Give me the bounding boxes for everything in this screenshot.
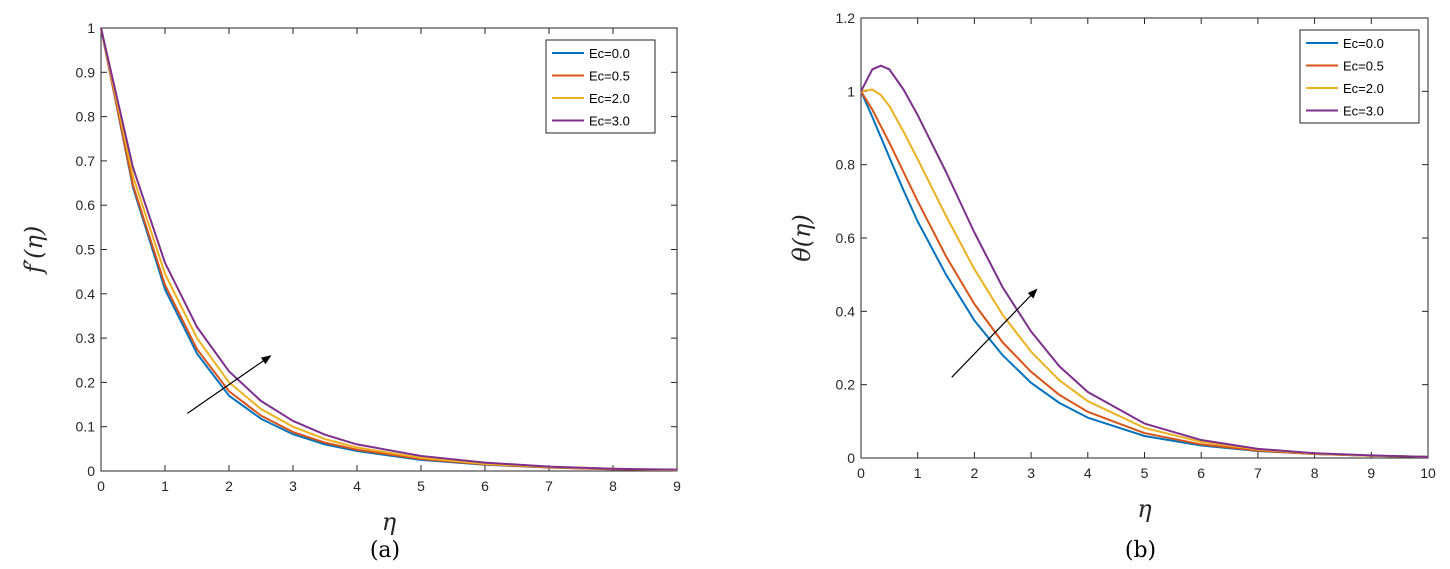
x-tick-label: 9: [673, 478, 681, 494]
legend: Ec=0.0 Ec=0.5 Ec=2.0 Ec=3.0: [1299, 29, 1420, 124]
y-tick-label: 0.6: [836, 230, 856, 246]
legend-label: Ec=0.0: [1343, 36, 1384, 51]
legend-label: Ec=2.0: [1343, 81, 1384, 96]
legend-label: Ec=0.5: [1343, 59, 1384, 74]
y-tick-label: 1.2: [836, 10, 856, 26]
y-tick-label: 0.9: [76, 64, 96, 80]
x-tick-label: 9: [1367, 465, 1375, 481]
x-tick-label: 3: [1027, 465, 1035, 481]
y-axis-label: θ(η): [788, 214, 816, 262]
y-tick-label: 1: [87, 20, 95, 36]
y-tick-label: 0: [847, 450, 855, 466]
legend-label: Ec=2.0: [589, 91, 630, 106]
x-tick-label: 5: [417, 478, 425, 494]
legend-label: Ec=3.0: [1343, 104, 1384, 119]
legend-label: Ec=0.0: [589, 46, 630, 61]
x-tick-label: 4: [1084, 465, 1092, 481]
x-axis-label: η: [1137, 495, 1152, 523]
series-lines: [100, 27, 678, 472]
x-tick-label: 0: [97, 478, 105, 494]
x-tick-label: 7: [1254, 465, 1262, 481]
y-tick-label: 0.8: [76, 109, 96, 125]
y-tick-label: 0.4: [76, 286, 96, 302]
legend-box: [1299, 29, 1420, 124]
y-tick-label: 0.1: [76, 419, 96, 435]
y-tick-label: 0.8: [836, 157, 856, 173]
y-tick-label: 0.5: [76, 242, 96, 258]
legend-label: Ec=0.5: [589, 69, 630, 84]
panel-caption: (a): [370, 538, 400, 563]
x-tick-label: 6: [481, 478, 489, 494]
x-tick-label: 7: [545, 478, 553, 494]
y-tick-label: 0.7: [76, 153, 96, 169]
series-line: [100, 27, 678, 471]
y-tick-label: 0.6: [76, 197, 96, 213]
trend-arrow: [187, 355, 272, 414]
y-tick-label: 0.3: [76, 330, 96, 346]
y-tick-label: 0.2: [836, 377, 856, 393]
x-tick-label: 2: [971, 465, 979, 481]
x-tick-label: 1: [914, 465, 922, 481]
x-tick-label: 8: [1311, 465, 1319, 481]
x-tick-label: 0: [857, 465, 865, 481]
legend-label: Ec=3.0: [589, 114, 630, 129]
x-tick-label: 5: [1141, 465, 1149, 481]
tick-group: 0 1 2 3 4 5 6 7 8 9 10 0 0.2 0.4 0.6 0.8 1 1.2: [836, 10, 1436, 481]
x-tick-label: 6: [1197, 465, 1205, 481]
x-tick-label: 10: [1420, 465, 1436, 481]
trend-arrow: [951, 288, 1038, 378]
y-axis-label: f′(η): [20, 226, 48, 275]
x-tick-label: 8: [609, 478, 617, 494]
legend-box: [545, 39, 656, 134]
chart-panel-a: 0 1 2 3 4 5 6 7 8 900.10.20.30.40.50.60.70.80.91 …: [20, 20, 681, 563]
y-tick-label: 0.4: [836, 303, 856, 319]
panel-caption: (b): [1125, 538, 1156, 563]
x-axis-label: η: [382, 508, 397, 536]
tick-group: 0 1 2 3 4 5 6 7 8 9 0 0.1 0.2 0.3 0.4 0.5 0.6 0.7 0.8 0.9 1: [76, 20, 682, 494]
x-tick-label: 3: [289, 478, 297, 494]
x-tick-label: 4: [353, 478, 361, 494]
y-tick-label: 1: [847, 83, 855, 99]
legend: Ec=0.0 Ec=0.5 Ec=2.0 Ec=3.0: [545, 39, 656, 134]
y-tick-label: 0: [87, 463, 95, 479]
y-tick-label: 0.2: [76, 374, 96, 390]
x-tick-label: 2: [225, 478, 233, 494]
x-tick-label: 1: [161, 478, 169, 494]
